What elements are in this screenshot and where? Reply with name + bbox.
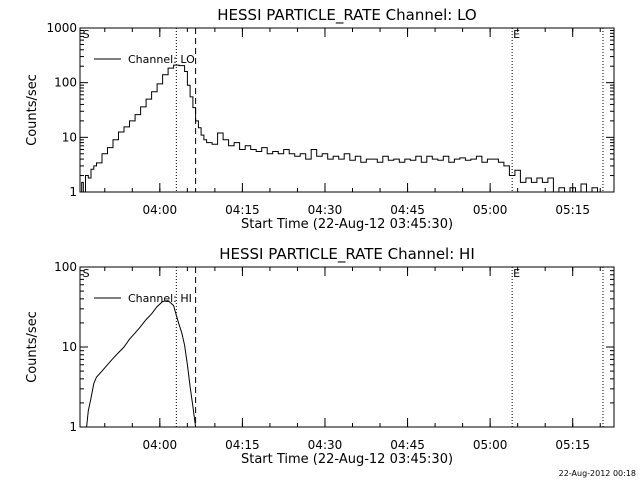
marker-label: E <box>513 267 520 280</box>
y-tick-label: 1 <box>69 420 77 434</box>
x-tick-label: 04:00 <box>143 203 178 217</box>
y-tick-label: 1000 <box>46 21 77 35</box>
hi-channel-panel: HESSI PARTICLE_RATE Channel: HI 1 10 100 04:… <box>25 245 615 467</box>
marker-label: S <box>83 28 90 41</box>
chart-title: HESSI PARTICLE_RATE Channel: HI <box>219 245 475 264</box>
x-axis-label: Start Time (22-Aug-12 03:45:30) <box>241 217 453 232</box>
series-line <box>86 300 197 427</box>
marker-label: E <box>513 28 520 41</box>
x-tick-label: 04:45 <box>390 203 425 217</box>
x-tick-label: 05:00 <box>473 203 508 217</box>
y-tick-label: 10 <box>62 340 77 354</box>
legend-label: Channel: HI <box>128 292 192 305</box>
plot-frame <box>79 266 615 428</box>
x-tick-label: 04:30 <box>308 438 343 452</box>
y-tick-label: 100 <box>54 260 77 274</box>
footer-timestamp: 22-Aug-2012 00:18 <box>559 469 636 478</box>
y-axis-label: Counts/sec <box>25 74 40 146</box>
chart-title: HESSI PARTICLE_RATE Channel: LO <box>217 6 476 25</box>
legend-label: Channel: LO <box>128 53 195 66</box>
plot-frame <box>79 27 615 193</box>
x-tick-label: 05:15 <box>555 203 590 217</box>
x-tick-label: 04:15 <box>225 438 260 452</box>
y-tick-label: 100 <box>54 76 77 90</box>
y-tick-label: 1 <box>69 185 77 199</box>
x-tick-label: 04:00 <box>143 438 178 452</box>
lo-channel-panel: HESSI PARTICLE_RATE Channel: LO 1 10 100 100… <box>25 6 615 232</box>
x-tick-label: 04:45 <box>390 438 425 452</box>
x-tick-label: 05:15 <box>555 438 590 452</box>
x-axis-label: Start Time (22-Aug-12 03:45:30) <box>241 452 453 467</box>
x-tick-label: 04:30 <box>308 203 343 217</box>
x-tick-label: 04:15 <box>225 203 260 217</box>
y-axis-label: Counts/sec <box>25 311 40 383</box>
series-line <box>80 64 603 192</box>
y-tick-label: 10 <box>62 130 77 144</box>
x-tick-label: 05:00 <box>473 438 508 452</box>
marker-label: S <box>83 267 90 280</box>
